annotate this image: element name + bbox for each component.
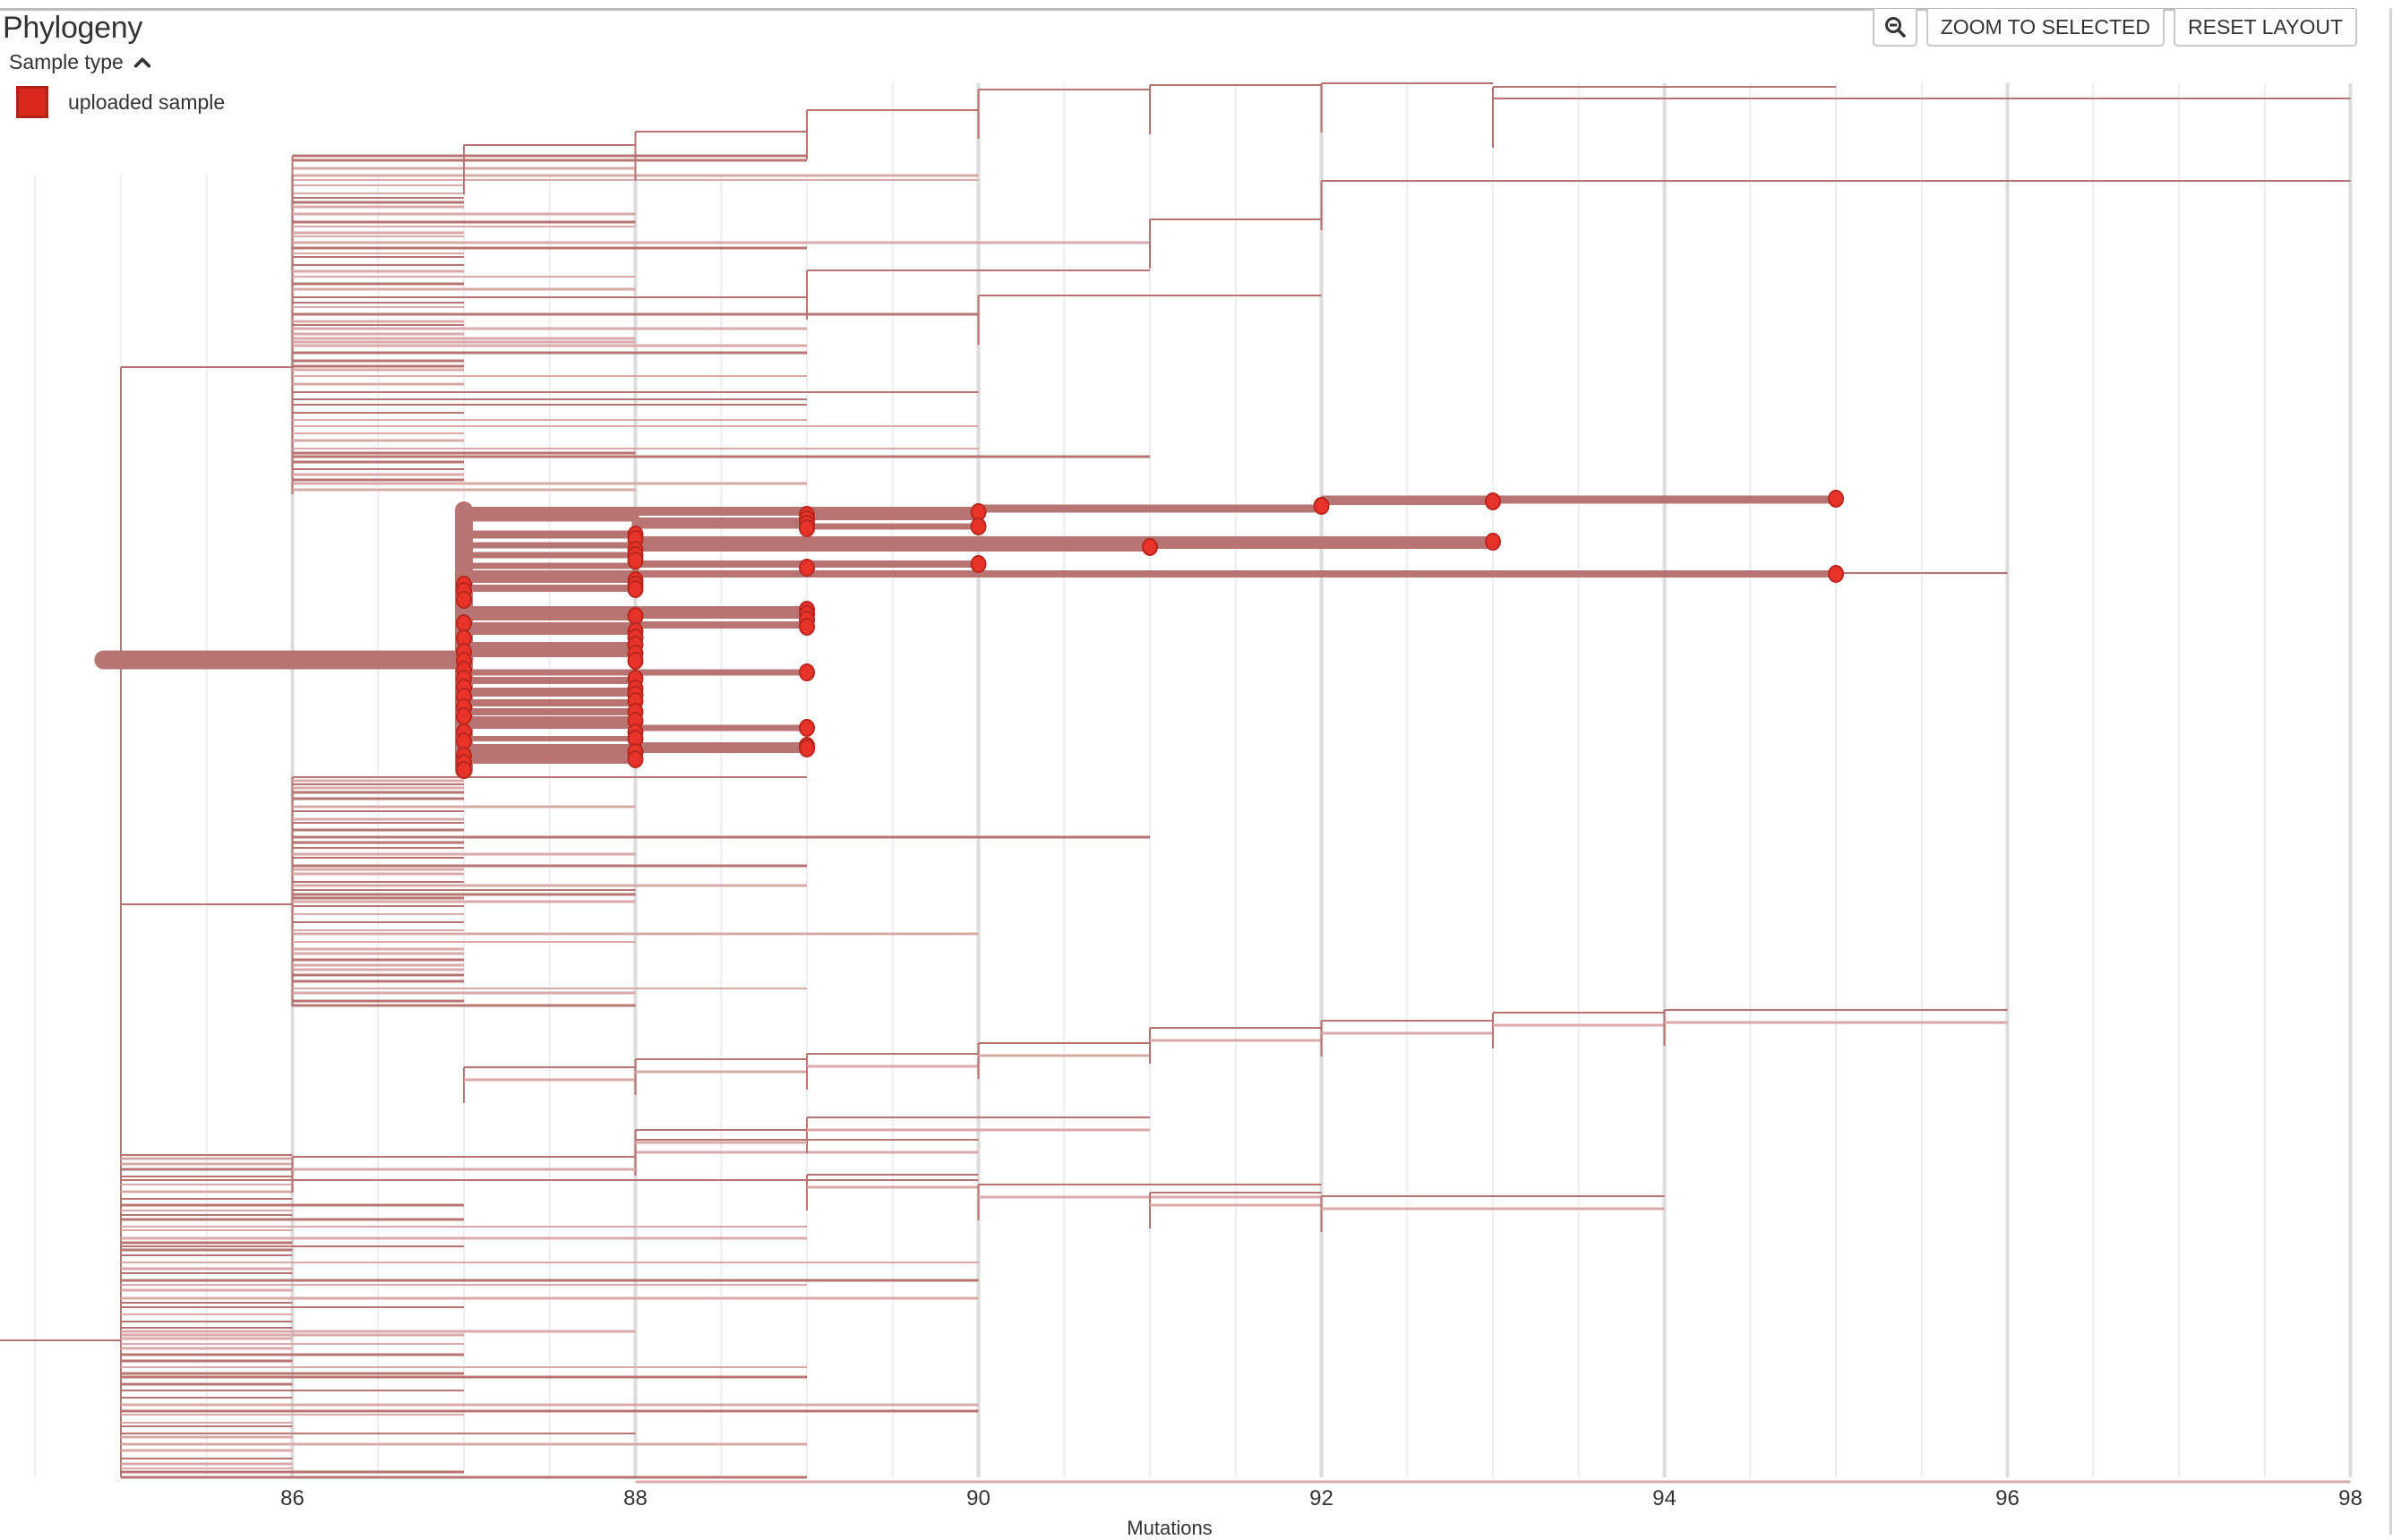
reset-layout-button[interactable]: RESET LAYOUT [2174,9,2357,47]
uploaded-sample-node[interactable] [799,740,815,757]
x-tick-label: 86 [280,1486,304,1510]
highlighted-branches[interactable] [94,495,1836,779]
x-tick-label: 88 [623,1486,648,1510]
uploaded-sample-node[interactable] [970,555,987,573]
uploaded-sample-node[interactable] [970,518,987,535]
uploaded-sample-node[interactable] [456,591,472,609]
uploaded-sample-nodes[interactable] [456,490,1844,779]
zoom-out-button[interactable] [1872,9,1917,47]
x-tick-label: 96 [1995,1486,2020,1510]
uploaded-sample-node[interactable] [627,652,644,670]
uploaded-sample-node[interactable] [456,761,472,779]
panel-right-border [2389,8,2392,1535]
uploaded-sample-node[interactable] [456,707,472,725]
x-tick-label: 90 [966,1486,991,1510]
tree-toolbar: ZOOM TO SELECTED RESET LAYOUT [1872,9,2357,47]
uploaded-sample-node[interactable] [799,519,815,537]
uploaded-sample-node[interactable] [1485,533,1501,551]
uploaded-sample-node[interactable] [456,614,472,632]
uploaded-sample-node[interactable] [1828,565,1844,583]
legend-item-uploaded-sample[interactable]: uploaded sample [16,86,225,118]
x-tick-label: 98 [2338,1486,2363,1510]
uploaded-sample-node[interactable] [799,618,815,636]
uploaded-sample-node[interactable] [1313,497,1330,515]
uploaded-sample-node[interactable] [1485,492,1501,510]
zoom-to-selected-button[interactable]: ZOOM TO SELECTED [1926,9,2166,47]
legend-swatch [16,86,48,118]
background-branches [0,82,2351,1484]
uploaded-sample-node[interactable] [627,552,644,569]
uploaded-sample-node[interactable] [1142,538,1158,556]
uploaded-sample-node[interactable] [627,580,644,598]
x-tick-label: 94 [1652,1486,1677,1510]
legend-item-label: uploaded sample [68,90,226,114]
legend-heading: Sample type [9,50,124,73]
uploaded-sample-node[interactable] [799,559,815,577]
uploaded-sample-node[interactable] [1828,490,1844,508]
panel-top-border [0,8,2355,11]
x-tick-label: 92 [1309,1486,1334,1510]
x-axis-title: Mutations [1127,1517,1213,1539]
zoom-out-magnifier-icon [1884,17,1906,38]
legend-toggle[interactable]: Sample type [9,50,152,74]
uploaded-sample-node[interactable] [627,750,644,768]
panel-title: Phylogeny [3,11,143,45]
uploaded-sample-node[interactable] [799,719,815,737]
chevron-up-icon [133,56,151,67]
uploaded-sample-node[interactable] [627,607,644,625]
uploaded-sample-node[interactable] [799,663,815,681]
